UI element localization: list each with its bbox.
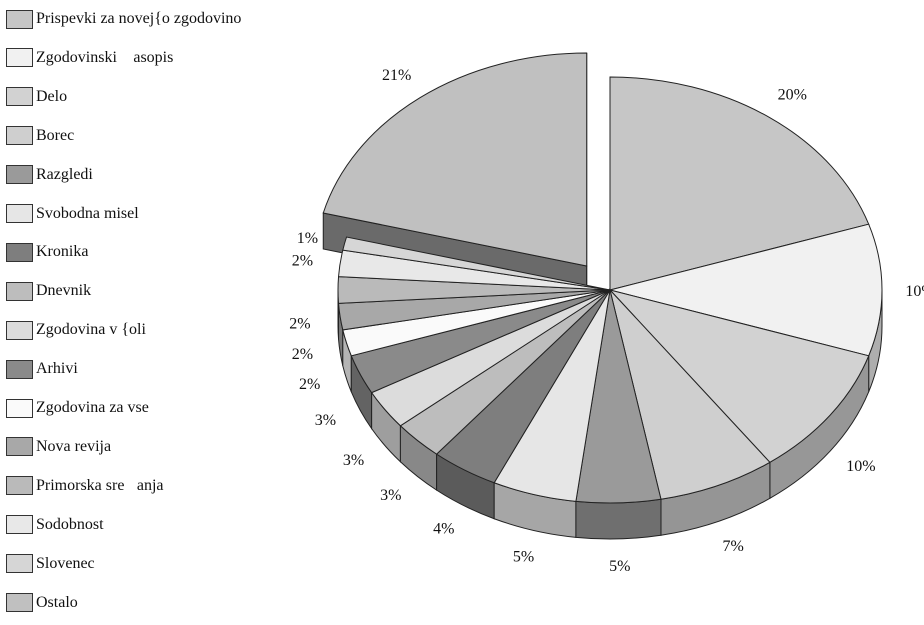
legend-label: Slovenec — [36, 554, 95, 572]
pct-label-zgodovina-za-vse: 2% — [299, 376, 320, 393]
legend-swatch — [6, 320, 33, 340]
legend-item-borec: Borec — [6, 124, 74, 148]
slice-prispevki-za-novej-o-zgodovino — [609, 76, 870, 291]
slice-slovenec — [342, 236, 611, 291]
legend-swatch — [6, 554, 33, 574]
pct-label-zgodovina-v-oli: 3% — [343, 452, 364, 469]
legend-label: Zgodovina za vse — [36, 399, 149, 416]
pct-label-zgodovinski-asopis: 10% — [905, 283, 924, 300]
pct-label-svobodna-misel: 5% — [513, 549, 534, 566]
legend-label: Kronika — [36, 243, 89, 261]
legend-label: Delo — [36, 87, 68, 105]
pct-label-kronika: 4% — [433, 520, 454, 537]
legend-label: Razgledi — [36, 165, 93, 183]
legend-swatch — [6, 476, 33, 496]
legend-item-razgledi: Razgledi — [6, 163, 93, 187]
legend-swatch — [6, 398, 33, 418]
legend-item-delo: Delo — [6, 85, 67, 109]
legend-swatch — [6, 359, 33, 379]
legend-item-zgodovina-za-vse: Zgodovina za vse — [6, 396, 149, 420]
legend-item-sodobnost: Sodobnost — [6, 513, 104, 537]
legend-label: Prispevki za novej{o zgodovino — [36, 10, 242, 27]
pct-label-delo: 10% — [846, 458, 875, 475]
legend-item-ostalo: Ostalo — [6, 591, 78, 615]
pct-label-borec: 7% — [722, 538, 743, 555]
slice-ostalo — [322, 52, 588, 267]
legend-label: Arhivi — [36, 360, 78, 378]
legend-label: Ostalo — [36, 593, 78, 611]
pct-label-dnevnik: 3% — [380, 487, 401, 504]
pct-label-arhivi: 3% — [315, 412, 336, 429]
legend-label: Primorska sre anja — [36, 476, 164, 494]
legend-item-primorska-sre-anja: Primorska sre anja — [6, 474, 164, 498]
legend-label: Borec — [36, 126, 75, 144]
legend-item-nova-revija: Nova revija — [6, 435, 111, 459]
pct-label-razgledi: 5% — [609, 558, 630, 575]
legend-item-svobodna-misel: Svobodna misel — [6, 202, 139, 226]
legend-item-zgodovina-v-oli: Zgodovina v {oli — [6, 318, 146, 342]
legend-item-zgodovinski-asopis: Zgodovinski  asopis — [6, 46, 173, 70]
legend-swatch — [6, 593, 33, 612]
legend-item-arhivi: Arhivi — [6, 357, 78, 381]
slice-borec — [609, 288, 771, 500]
legend-swatch — [6, 9, 33, 29]
pct-label-prispevki-za-novej-o-zgodovino: 20% — [778, 87, 807, 104]
legend-label: Sodobnost — [36, 515, 104, 533]
legend-label: Svobodna misel — [36, 204, 139, 222]
legend-swatch — [6, 437, 33, 457]
legend-label: Dnevnik — [36, 282, 92, 300]
pct-label-nova-revija: 2% — [292, 346, 313, 363]
slice-side-razgledi — [575, 498, 662, 540]
legend-swatch — [6, 126, 33, 146]
legend-item-prispevki-za-novej-o-zgodovino: Prispevki za novej{o zgodovino — [6, 7, 241, 31]
legend-swatch — [6, 281, 33, 301]
legend-label: Zgodovinski  asopis — [36, 48, 174, 66]
legend-item-dnevnik: Dnevnik — [6, 279, 91, 303]
pct-label-ostalo: 21% — [382, 67, 411, 84]
legend-swatch — [6, 242, 33, 262]
legend-label: Zgodovina v {oli — [36, 321, 146, 339]
legend-swatch — [6, 48, 33, 68]
legend-swatch — [6, 87, 33, 107]
pie-labels: 20% 10% 10% 7% 5% 5% 4% 3% 3% 3% 2% 2% 2% 2% 1% 21% — [289, 67, 924, 575]
legend-item-slovenec: Slovenec — [6, 552, 95, 576]
pct-label-primorska-sre-anja: 2% — [289, 315, 310, 332]
legend-label: Nova revija — [36, 437, 112, 455]
legend-swatch — [6, 165, 33, 185]
legend-item-kronika: Kronika — [6, 240, 88, 264]
slice-zgodovinski-asopis — [609, 223, 883, 357]
slice-delo — [608, 289, 870, 463]
pct-label-sodobnost: 2% — [292, 253, 313, 270]
pie-tops — [322, 52, 883, 504]
pct-label-slovenec: 1% — [297, 230, 318, 247]
legend-swatch — [6, 204, 33, 223]
legend-swatch — [6, 515, 33, 535]
